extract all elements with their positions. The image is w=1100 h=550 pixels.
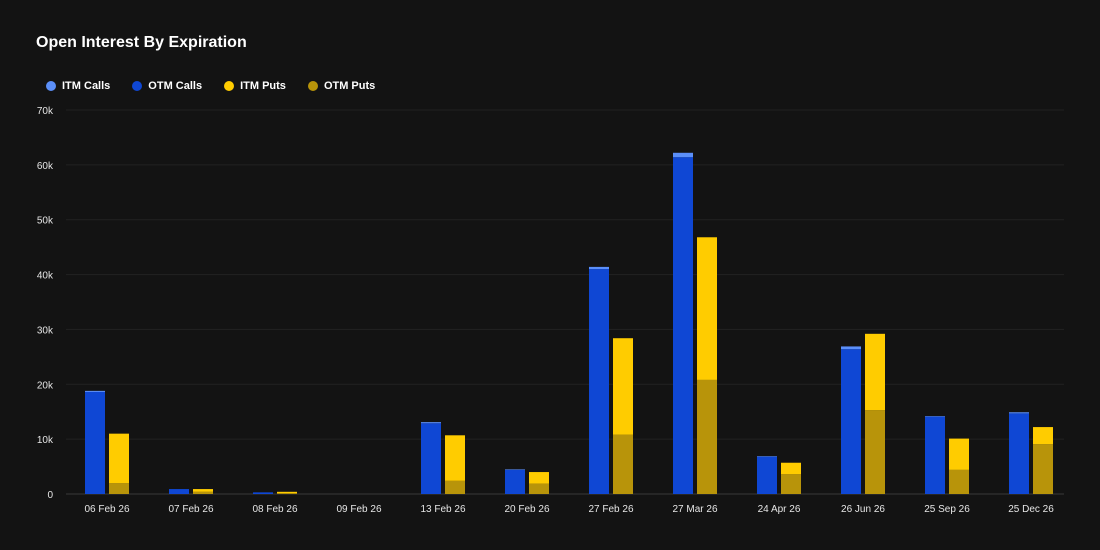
bar-otm-puts (445, 480, 465, 494)
bar-itm-calls (925, 416, 945, 417)
legend-label-itm-puts: ITM Puts (240, 80, 286, 92)
bar-itm-puts (277, 491, 297, 494)
chart-title: Open Interest By Expiration (36, 34, 247, 51)
bar-otm-puts (1033, 444, 1053, 494)
bar-otm-calls (589, 269, 609, 494)
x-tick-label: 20 Feb 26 (504, 504, 549, 515)
bar-itm-puts (865, 333, 885, 411)
x-tick-label: 27 Feb 26 (588, 504, 633, 515)
bar-itm-calls (589, 266, 609, 270)
y-tick-label: 20k (37, 380, 54, 391)
bar-itm-calls (1009, 412, 1029, 414)
bar-itm-calls (505, 469, 525, 470)
bar-otm-calls (841, 349, 861, 494)
legend-item-itm-puts[interactable]: ITM Puts (224, 80, 286, 92)
y-tick-label: 50k (37, 216, 54, 227)
bar-itm-puts (949, 438, 969, 470)
bar-otm-calls (925, 416, 945, 494)
bar-itm-puts (781, 462, 801, 475)
x-tick-label: 27 Mar 26 (672, 504, 717, 515)
bar-otm-puts (529, 483, 549, 494)
y-tick-label: 40k (37, 271, 54, 282)
bar-itm-puts (529, 472, 549, 484)
bar-otm-calls (85, 391, 105, 494)
legend-label-itm-calls: ITM Calls (62, 80, 111, 92)
x-tick-label: 25 Dec 26 (1008, 504, 1054, 515)
bar-itm-calls (757, 456, 777, 457)
y-tick-label: 60k (37, 161, 54, 172)
bar-otm-puts (613, 434, 633, 494)
y-tick-label: 70k (37, 106, 54, 117)
bar-itm-calls (85, 390, 105, 392)
bar-itm-puts (613, 338, 633, 435)
bar-itm-calls (841, 346, 861, 350)
y-tick-label: 0 (47, 490, 53, 501)
bar-otm-calls (421, 423, 441, 494)
bar-otm-puts (109, 483, 129, 494)
x-tick-label: 09 Feb 26 (336, 504, 381, 515)
bar-otm-puts (697, 379, 717, 494)
bar-otm-calls (505, 469, 525, 494)
y-tick-label: 30k (37, 325, 54, 336)
bar-otm-puts (277, 493, 297, 494)
legend-dot-itm-calls-icon (46, 81, 56, 91)
legend-label-otm-puts: OTM Puts (323, 80, 376, 92)
bar-otm-puts (865, 410, 885, 494)
bar-itm-puts (697, 237, 717, 380)
legend-item-otm-calls[interactable]: OTM Calls (132, 80, 202, 92)
bar-itm-puts (1033, 427, 1053, 445)
chart-legend: ITM Calls OTM Calls ITM Puts OTM Puts (46, 80, 375, 92)
bar-otm-calls (253, 492, 273, 494)
bar-itm-calls (421, 422, 441, 424)
bar-otm-calls (757, 456, 777, 494)
bar-otm-puts (781, 474, 801, 494)
bar-otm-calls (1009, 413, 1029, 494)
x-tick-label: 06 Feb 26 (84, 504, 129, 515)
x-tick-label: 13 Feb 26 (420, 504, 465, 515)
legend-dot-itm-puts-icon (224, 81, 235, 91)
x-tick-label: 07 Feb 26 (168, 504, 213, 515)
bar-itm-calls (673, 152, 693, 158)
x-tick-label: 26 Jun 26 (841, 504, 885, 515)
legend-item-itm-calls[interactable]: ITM Calls (46, 80, 110, 92)
legend-item-otm-puts[interactable]: OTM Puts (307, 80, 376, 92)
legend-label-otm-calls: OTM Calls (148, 80, 203, 92)
x-tick-label: 24 Apr 26 (758, 504, 801, 515)
bar-otm-calls (673, 157, 693, 495)
bar-otm-calls (169, 489, 189, 494)
bar-otm-puts (949, 469, 969, 494)
bar-itm-puts (193, 489, 213, 492)
x-tick-label: 08 Feb 26 (252, 504, 297, 515)
bar-itm-puts (109, 433, 129, 484)
bar-otm-puts (193, 491, 213, 494)
legend-dot-otm-calls-icon (132, 81, 143, 91)
bar-itm-puts (445, 435, 465, 481)
x-tick-label: 25 Sep 26 (924, 504, 970, 515)
legend-dot-otm-puts-icon (307, 81, 318, 91)
y-tick-label: 10k (37, 435, 54, 446)
